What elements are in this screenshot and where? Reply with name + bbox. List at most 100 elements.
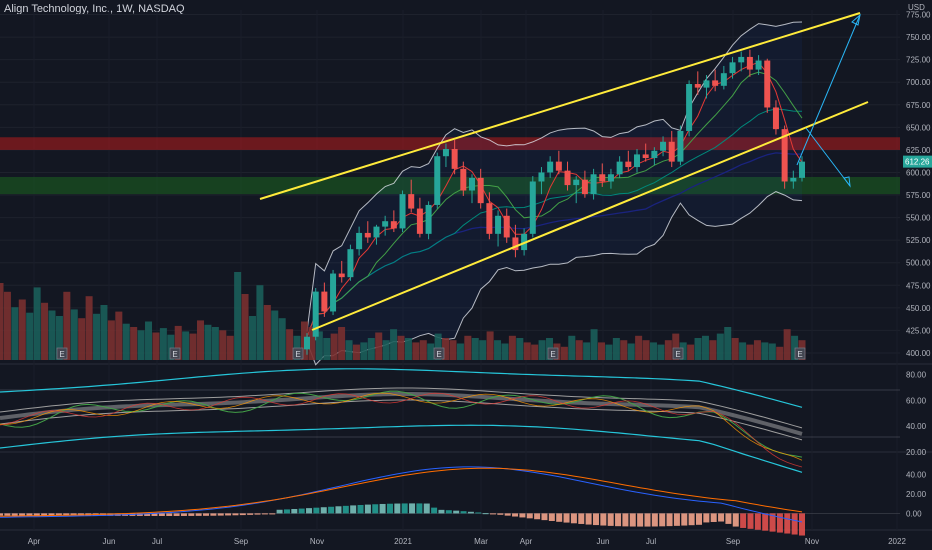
resistance-zone (0, 137, 900, 150)
rsi-upper-line (0, 368, 803, 408)
candle-body (694, 84, 701, 88)
macd-histogram-bar (673, 513, 680, 526)
macd-histogram-bar (541, 513, 548, 521)
volume-bar (137, 330, 145, 360)
rsi-tick-label: 80.00 (906, 370, 927, 379)
macd-histogram-bar (570, 513, 577, 524)
macd-histogram-bar (203, 513, 210, 516)
candle-body (416, 208, 423, 234)
volume-bar (664, 340, 672, 360)
volume-bar (3, 291, 11, 360)
volume-bar (583, 342, 591, 360)
volume-bar (590, 329, 598, 360)
macd-histogram-bar (747, 513, 754, 529)
macd-histogram-bar (342, 505, 349, 514)
candle (547, 156, 554, 178)
candle-body (356, 232, 363, 250)
volume-bar (26, 312, 34, 360)
candle-body (651, 150, 658, 159)
time-tick-label: Jun (103, 537, 116, 546)
price-tick-label: 475.00 (906, 281, 931, 290)
volume-bar (783, 329, 791, 360)
volume-bar (211, 327, 219, 360)
price-tick-label: 400.00 (906, 349, 931, 358)
candle (634, 148, 640, 173)
macd-histogram-bar (681, 513, 688, 526)
volume-bar (308, 327, 316, 360)
macd-histogram-bar (372, 504, 379, 514)
volume-bar (375, 332, 383, 360)
candle (442, 143, 449, 168)
macd-histogram-bar (158, 513, 165, 516)
volume-bar (427, 343, 435, 360)
candle (625, 150, 632, 171)
candle (581, 170, 588, 198)
candle (555, 150, 562, 175)
macd-histogram-bar (335, 506, 342, 514)
macd-histogram-bar (467, 511, 474, 514)
rsi-band-upper (0, 387, 803, 429)
time-tick-label: Sep (726, 537, 741, 546)
volume-bar (145, 321, 153, 360)
volume-bar (649, 342, 657, 360)
candle (729, 56, 736, 79)
macd-histogram-bar (63, 513, 70, 516)
candle (347, 244, 354, 281)
candle-body (703, 80, 710, 88)
candles (304, 49, 805, 355)
volume-bar (0, 283, 4, 360)
candle-body (564, 170, 571, 186)
candle (529, 176, 536, 238)
volume-bar (189, 333, 197, 360)
upper-band (306, 21, 803, 332)
projection-up-line (796, 14, 861, 166)
volume-bar (694, 338, 702, 360)
candle (703, 74, 710, 99)
candle-body (755, 60, 762, 70)
price-tick-label: 450.00 (906, 304, 931, 313)
volume-bar (48, 310, 56, 360)
macd-histogram-bar (600, 513, 607, 526)
rsi-band-lower (0, 399, 803, 441)
candle (746, 49, 753, 77)
earnings-marker (292, 347, 304, 360)
macd-histogram-bar (460, 511, 467, 514)
macd-histogram-bar (519, 513, 526, 518)
macd-histogram-bar (423, 503, 430, 514)
macd-histogram-bar (195, 513, 202, 516)
volume-bar (791, 335, 799, 360)
candle-body (746, 56, 753, 70)
macd-histogram-bar (217, 513, 224, 516)
candle (512, 224, 519, 258)
candle (677, 125, 684, 166)
macd-histogram-bar (225, 513, 232, 516)
volume-bar (55, 316, 63, 360)
macd-histogram-bar (144, 513, 151, 516)
candle-body (677, 130, 684, 162)
macd-histogram-bar (438, 509, 445, 514)
macd-histogram-bar (740, 513, 747, 528)
channel-lower-line (311, 101, 869, 331)
volume-bar (315, 331, 323, 360)
macd-tick-label: 20.00 (906, 490, 927, 499)
candle-body (408, 194, 415, 209)
candle (434, 152, 441, 209)
volume-bar (107, 320, 115, 360)
candle (538, 167, 545, 195)
macd-histogram-bar (799, 513, 805, 536)
candle-body (581, 179, 588, 195)
volume-bar (159, 328, 167, 360)
candle-body (330, 273, 337, 312)
macd-histogram-bar (489, 513, 496, 515)
earnings-marker (547, 347, 559, 360)
arrow-head (843, 176, 851, 188)
candle (694, 71, 701, 95)
candle (304, 333, 310, 355)
candle (651, 147, 658, 166)
price-tick-label: 600.00 (906, 168, 931, 177)
volume-bar (11, 307, 19, 360)
macd-histogram-bar (482, 513, 489, 515)
macd-histogram-bar (394, 503, 401, 514)
candle-body (434, 156, 441, 205)
